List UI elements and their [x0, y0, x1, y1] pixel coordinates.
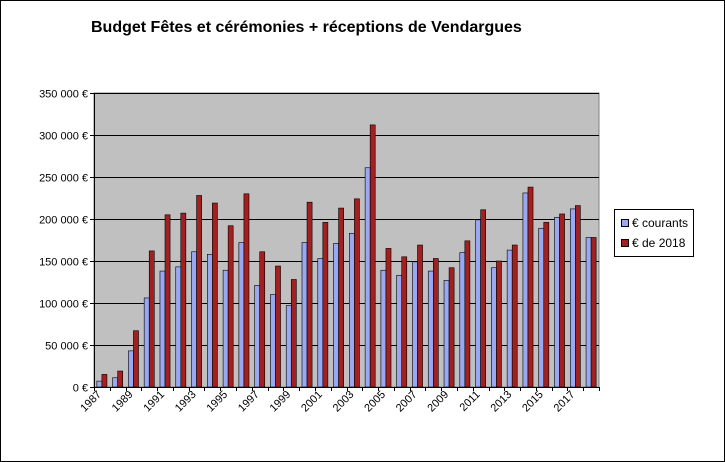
legend: € courants € de 2018 — [614, 209, 694, 257]
x-tick-label-2017: 2017 — [552, 389, 578, 415]
bar-courants-1992 — [175, 266, 182, 388]
bar-constants-1994 — [212, 202, 218, 388]
bar-courants-2017 — [569, 208, 576, 388]
y-tick-label: 50 000 € — [45, 341, 88, 353]
bar-courants-1997 — [254, 285, 260, 388]
legend-swatch-series-2 — [621, 238, 629, 247]
bar-constants-2000 — [306, 201, 313, 388]
y-tick-label: 350 000 € — [39, 89, 88, 101]
bar-constants-1988 — [117, 370, 124, 388]
bar-courants-2015 — [538, 227, 545, 388]
bar-courants-2014 — [522, 192, 529, 388]
x-tick-label-2003: 2003 — [331, 389, 357, 415]
bar-courants-2013 — [506, 249, 513, 388]
bar-constants-2004 — [369, 124, 376, 388]
bar-constants-1998 — [275, 265, 281, 388]
bar-courants-2006 — [396, 274, 403, 388]
x-tick-label-2013: 2013 — [489, 389, 515, 415]
y-tick-label: 200 000 € — [39, 215, 88, 227]
bar-courants-1989 — [128, 350, 134, 388]
bar-courants-1999 — [285, 305, 292, 388]
bar-constants-2017 — [575, 205, 581, 388]
x-tick-label-1995: 1995 — [204, 389, 230, 415]
bar-courants-2009 — [443, 280, 450, 388]
bar-courants-2007 — [412, 261, 418, 388]
x-tick-label-2001: 2001 — [299, 389, 325, 415]
y-tick-label: 150 000 € — [39, 257, 88, 269]
legend-label-series-1: € courants — [632, 216, 689, 230]
bar-courants-2001 — [317, 258, 324, 388]
bar-constants-2007 — [417, 244, 423, 388]
bar-courants-1987 — [96, 380, 103, 388]
bar-courants-2008 — [427, 270, 434, 388]
bar-courants-1990 — [143, 297, 150, 388]
x-tick-label-2007: 2007 — [394, 389, 420, 415]
bar-constants-1992 — [180, 212, 187, 388]
chart-title: Budget Fêtes et cérémonies + réceptions … — [91, 19, 522, 36]
x-tick-label-2009: 2009 — [425, 389, 451, 415]
y-tick-label: 300 000 € — [39, 131, 88, 143]
x-tick-label-1997: 1997 — [236, 389, 262, 415]
x-tick-label-2015: 2015 — [520, 389, 546, 415]
bar-constants-2010 — [464, 240, 471, 388]
bar-constants-2001 — [322, 222, 329, 388]
bar-courants-1988 — [112, 377, 118, 388]
bar-courants-1993 — [191, 251, 197, 388]
legend-item-series-1: € courants — [621, 216, 688, 230]
bar-courants-2004 — [364, 167, 371, 388]
bar-courants-2005 — [380, 269, 387, 388]
bar-constants-1996 — [243, 193, 250, 388]
bar-courants-2000 — [301, 242, 308, 388]
bar-constants-2014 — [527, 186, 534, 388]
x-tick-label-1993: 1993 — [173, 389, 199, 415]
bar-courants-1996 — [238, 242, 245, 388]
bar-constants-2016 — [559, 213, 565, 388]
bar-constants-2006 — [401, 256, 408, 388]
bar-constants-1990 — [148, 250, 155, 388]
bar-constants-2005 — [385, 248, 392, 388]
bar-constants-1999 — [290, 279, 297, 388]
y-tick-label: 0 € — [73, 383, 88, 395]
x-tick-label-1991: 1991 — [141, 389, 167, 415]
bar-constants-2009 — [448, 267, 455, 388]
bar-courants-2018 — [585, 237, 592, 388]
bar-constants-2018 — [590, 237, 597, 388]
x-tick-label-1989: 1989 — [110, 389, 136, 415]
bar-courants-1998 — [270, 294, 276, 388]
bar-constants-2013 — [511, 244, 518, 388]
bar-courants-2002 — [333, 243, 339, 388]
bar-constants-1993 — [196, 195, 202, 388]
bar-constants-1995 — [227, 225, 234, 388]
legend-item-series-2: € de 2018 — [621, 236, 685, 250]
bar-constants-2003 — [354, 198, 360, 388]
bar-courants-2003 — [349, 232, 355, 388]
bar-constants-2011 — [480, 209, 486, 388]
y-tick-label: 100 000 € — [39, 299, 88, 311]
legend-swatch-series-1 — [621, 218, 629, 227]
bar-constants-1997 — [259, 251, 266, 388]
bar-constants-1987 — [101, 374, 108, 388]
x-tick-label-2005: 2005 — [362, 389, 388, 415]
bar-courants-2016 — [554, 217, 560, 388]
y-tick-label: 250 000 € — [39, 173, 88, 185]
x-tick-label-1999: 1999 — [268, 389, 294, 415]
bar-constants-1991 — [164, 214, 171, 388]
bar-courants-1991 — [159, 270, 166, 388]
bar-courants-2012 — [491, 267, 497, 388]
legend-label-series-2: € de 2018 — [632, 236, 686, 250]
bar-constants-2015 — [543, 222, 550, 388]
bar-constants-2008 — [432, 258, 439, 388]
bar-constants-1989 — [133, 330, 139, 388]
x-tick-label-2011: 2011 — [458, 389, 483, 414]
bar-courants-2011 — [475, 219, 481, 388]
bar-courants-1994 — [207, 253, 213, 388]
bar-courants-2010 — [459, 252, 466, 388]
bar-constants-2002 — [338, 207, 344, 388]
bar-courants-1995 — [222, 269, 229, 388]
bar-constants-2012 — [496, 260, 502, 388]
